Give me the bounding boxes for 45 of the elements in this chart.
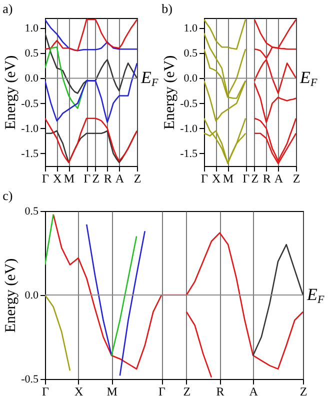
x-tick-label: R — [216, 384, 224, 398]
y-tick-label: 0.5 — [24, 48, 39, 60]
x-tick-label: Γ — [201, 172, 208, 186]
y-tick-label: -1.0 — [180, 122, 198, 135]
x-tick-label: M — [106, 384, 118, 398]
y-axis-title: Energy (eV) — [3, 55, 20, 130]
chart-title: c) — [2, 188, 13, 203]
y-tick-label: -1.5 — [21, 148, 39, 160]
y-tick-label: 0.5 — [184, 48, 198, 60]
x-tick-label: Z — [292, 172, 300, 186]
x-tick-label: Z — [134, 172, 142, 186]
x-tick-label: Z — [92, 172, 100, 186]
x-tick-label: R — [104, 172, 112, 186]
x-tick-label: Z — [300, 384, 308, 398]
x-tick-label: X — [74, 384, 84, 398]
x-tick-label: Γ — [158, 384, 166, 398]
y-axis-title: Energy (eV) — [162, 55, 178, 130]
chart-title: a) — [2, 1, 13, 16]
y-tick-label: 1.0 — [24, 22, 39, 35]
y-tick-label: -0.5 — [21, 98, 39, 110]
x-tick-label: Z — [251, 172, 259, 186]
x-tick-label: M — [222, 172, 234, 186]
x-tick-label: X — [53, 172, 62, 186]
y-tick-label: -0.5 — [21, 374, 39, 386]
x-tick-label: Γ — [42, 384, 50, 398]
y-tick-label: 0.0 — [24, 72, 39, 85]
x-tick-label: A — [274, 172, 284, 186]
y-tick-label: -1.0 — [21, 122, 39, 135]
y-tick-label: 1.0 — [184, 22, 198, 35]
x-tick-label: Γ — [84, 172, 91, 186]
x-tick-label: Γ — [42, 172, 50, 186]
x-tick-label: X — [212, 172, 222, 186]
x-tick-label: A — [115, 172, 124, 186]
x-tick-label: M — [64, 172, 75, 186]
y-tick-label: 0.0 — [184, 72, 198, 85]
y-tick-label: 0.0 — [24, 290, 39, 302]
x-tick-label: Z — [183, 384, 191, 398]
y-tick-label: -0.5 — [180, 98, 198, 110]
x-tick-label: R — [262, 172, 271, 186]
chart-title: b) — [162, 1, 172, 16]
x-tick-label: Γ — [242, 172, 250, 186]
x-tick-label: A — [249, 384, 258, 398]
y-tick-label: -1.5 — [180, 148, 198, 160]
y-tick-label: 0.5 — [24, 206, 39, 218]
y-axis-title: Energy (eV) — [3, 258, 20, 333]
